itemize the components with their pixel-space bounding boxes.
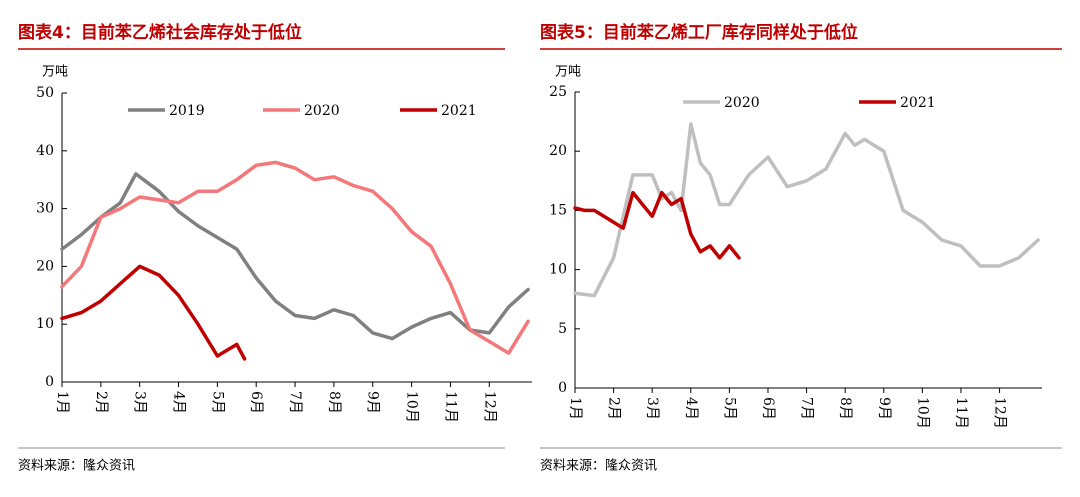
x-tick-label: 7月 (287, 391, 303, 414)
y-tick-label: 5 (558, 321, 567, 337)
x-tick-label: 4月 (683, 397, 699, 420)
x-tick-label: 5月 (209, 391, 225, 414)
series-line (573, 190, 741, 260)
x-tick-label: 11月 (953, 397, 969, 429)
x-tick-label: 2月 (606, 397, 622, 420)
legend-label: 2021 (900, 95, 936, 111)
x-tick-label: 2月 (93, 391, 109, 414)
y-tick-label: 0 (558, 380, 567, 396)
y-tick-label: 10 (549, 262, 567, 278)
x-tick-label: 4月 (171, 391, 187, 414)
x-tick-label: 9月 (876, 397, 892, 420)
x-tick-label: 1月 (567, 397, 583, 420)
y-tick-label: 20 (36, 258, 54, 274)
y-tick-label: 0 (45, 374, 54, 390)
y-tick-label: 40 (36, 143, 54, 159)
source: 资料来源：隆众资讯 (540, 459, 657, 474)
x-tick-label: 3月 (132, 391, 148, 414)
chart-title: 图表4：目前苯乙烯社会库存处于低位 (18, 22, 302, 43)
legend-label: 2021 (441, 103, 477, 119)
legend-label: 2020 (724, 95, 760, 111)
x-tick-label: 6月 (760, 397, 776, 420)
x-tick-label: 8月 (326, 391, 342, 414)
x-tick-label: 1月 (54, 391, 70, 414)
series-line (573, 122, 1040, 298)
legend-label: 2020 (304, 103, 340, 119)
x-tick-label: 12月 (481, 391, 497, 423)
x-tick-label: 11月 (442, 391, 458, 423)
x-tick-label: 3月 (644, 397, 660, 420)
y-tick-label: 20 (549, 143, 567, 159)
series-line (60, 264, 247, 361)
unit-label: 万吨 (555, 65, 581, 80)
legend-label: 2019 (169, 103, 205, 119)
y-tick-label: 15 (549, 202, 567, 218)
source: 资料来源：隆众资讯 (18, 459, 135, 474)
x-tick-label: 10月 (914, 397, 930, 429)
x-tick-label: 10月 (404, 391, 420, 423)
x-tick-label: 9月 (365, 391, 381, 414)
x-tick-label: 7月 (799, 397, 815, 420)
unit-label: 万吨 (42, 65, 68, 80)
series-line (60, 172, 530, 341)
x-tick-label: 6月 (248, 391, 264, 414)
x-tick-label: 5月 (721, 397, 737, 420)
y-tick-label: 50 (36, 85, 54, 101)
chart-title: 图表5：目前苯乙烯工厂库存同样处于低位 (540, 22, 858, 43)
y-tick-label: 30 (36, 201, 54, 217)
y-tick-label: 10 (36, 316, 54, 332)
x-tick-label: 8月 (837, 397, 853, 420)
x-tick-label: 12月 (992, 397, 1008, 429)
y-tick-label: 25 (549, 84, 567, 100)
series-line (60, 160, 530, 355)
